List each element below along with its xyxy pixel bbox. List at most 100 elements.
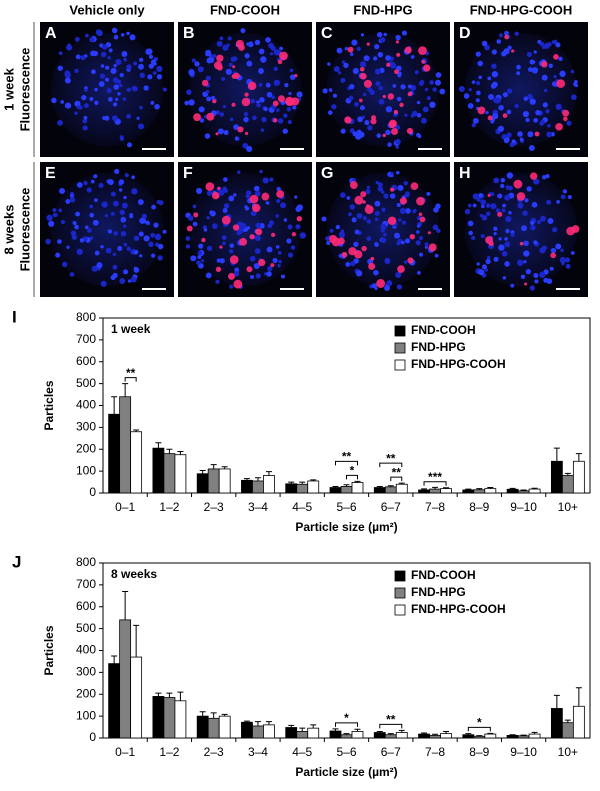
bar — [528, 733, 541, 739]
y-tick-label: 0 — [89, 485, 96, 499]
nucleus — [237, 170, 241, 174]
nucleus — [133, 267, 140, 273]
nucleus — [119, 278, 126, 284]
nucleus — [523, 260, 527, 264]
y-tick-label: 100 — [76, 463, 96, 477]
y-tick-label: 800 — [76, 310, 96, 324]
nucleus — [228, 62, 233, 67]
nucleus — [541, 74, 548, 81]
bar — [484, 488, 497, 494]
nucleus — [516, 259, 524, 266]
error-bar — [343, 484, 350, 487]
nucleus — [497, 125, 504, 132]
nucleus — [104, 213, 109, 218]
nucleus — [156, 74, 163, 80]
nucleus — [401, 30, 407, 36]
panel-letter: C — [321, 25, 333, 42]
nucleus — [52, 208, 57, 213]
nucleus — [151, 204, 156, 210]
nucleus — [279, 46, 284, 51]
particle-signal — [504, 34, 509, 40]
nucleus — [265, 37, 271, 43]
particle-signal — [215, 132, 219, 136]
bar — [252, 480, 264, 494]
particle-signal — [205, 182, 215, 191]
bar — [384, 486, 397, 494]
nucleus — [280, 274, 286, 279]
nucleus — [502, 203, 506, 208]
nucleus — [269, 177, 274, 182]
x-tick-label: 7–8 — [425, 500, 445, 514]
particle-signal — [290, 97, 300, 106]
bar — [108, 663, 121, 739]
nucleus — [490, 119, 495, 124]
nucleus — [472, 203, 477, 208]
nucleus — [123, 224, 127, 228]
nucleus — [292, 105, 297, 110]
error-bar — [476, 488, 483, 490]
nucleus — [374, 217, 379, 222]
nucleus — [523, 250, 530, 257]
bar — [561, 475, 574, 494]
nucleus — [397, 184, 404, 191]
nucleus — [514, 104, 519, 109]
nucleus — [101, 44, 108, 50]
nucleus — [507, 45, 512, 50]
nucleus — [475, 51, 481, 57]
error-bar — [553, 447, 560, 462]
nucleus — [192, 204, 197, 209]
nucleus — [129, 34, 136, 41]
nucleus — [299, 232, 307, 239]
nucleus — [110, 67, 117, 75]
particle-signal — [393, 109, 398, 115]
bar — [429, 734, 441, 739]
error-bar — [111, 396, 118, 415]
nucleus — [533, 118, 539, 123]
nucleus — [516, 64, 521, 70]
nucleus — [378, 85, 383, 91]
nucleus — [79, 238, 85, 243]
y-tick-label: 500 — [76, 376, 96, 390]
bar — [218, 468, 231, 494]
nucleus — [137, 199, 144, 206]
nucleus — [265, 201, 270, 205]
bar — [130, 656, 143, 739]
nucleus — [162, 229, 167, 234]
bar — [296, 483, 309, 494]
particle-signal — [193, 212, 199, 218]
significance-bracket — [335, 722, 358, 727]
bar — [252, 725, 264, 739]
error-bar — [310, 479, 317, 481]
nucleus — [289, 74, 296, 80]
nucleus — [493, 97, 499, 104]
nucleus — [156, 199, 161, 205]
nucleus — [156, 65, 163, 73]
particle-signal — [524, 282, 528, 286]
nucleus — [340, 77, 346, 83]
nucleus — [526, 186, 532, 192]
particle-signal — [502, 113, 508, 118]
nucleus — [379, 37, 386, 43]
nucleus — [229, 117, 234, 122]
nucleus — [282, 128, 288, 134]
nucleus — [137, 63, 144, 70]
nucleus — [375, 81, 381, 87]
nucleus — [329, 228, 334, 233]
nucleus — [533, 273, 539, 279]
x-tick-label: 2–3 — [204, 500, 224, 514]
nucleus — [123, 269, 129, 275]
nucleus — [106, 88, 112, 94]
legend-label: FND-HPG-COOH — [411, 357, 506, 371]
bar — [263, 724, 275, 739]
particle-signal — [382, 94, 386, 99]
nucleus — [486, 255, 491, 260]
nucleus — [45, 238, 51, 245]
legend-label: FND-COOH — [411, 323, 476, 337]
nucleus — [66, 245, 70, 249]
nucleus — [506, 109, 512, 115]
error-bar — [509, 487, 516, 490]
micrograph: H — [454, 162, 588, 297]
error-bar — [575, 687, 582, 707]
nucleus — [374, 43, 380, 50]
particle-signal — [404, 46, 412, 54]
